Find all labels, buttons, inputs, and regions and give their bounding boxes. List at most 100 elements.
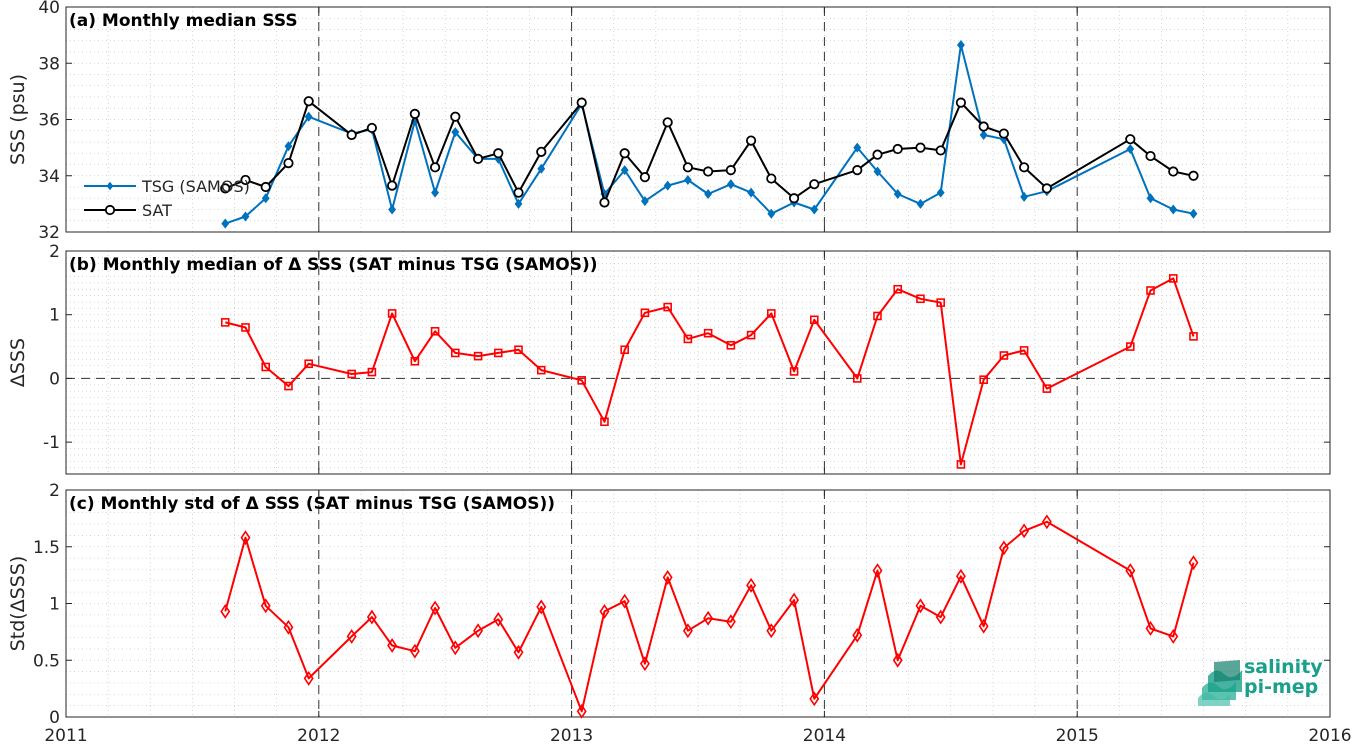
series-line-0 [225, 277, 1195, 466]
data-point-diamond [852, 627, 863, 643]
data-point-square [936, 298, 945, 307]
data-point-diamond [873, 166, 882, 177]
y-tick-label: 32 [38, 223, 60, 243]
data-point-circle [599, 197, 610, 208]
y-tick-label: 38 [38, 54, 60, 74]
data-point-circle [576, 97, 587, 108]
data-point-circle [725, 165, 736, 176]
data-point-circle [809, 179, 820, 190]
data-point-square [261, 362, 271, 372]
data-point-square [284, 381, 293, 391]
data-point-circle [283, 157, 294, 169]
data-point-diamond [703, 610, 714, 626]
data-point-diamond [430, 600, 441, 616]
x-tick-label: 2014 [803, 726, 846, 745]
data-point-square [451, 348, 460, 358]
data-point-diamond [513, 644, 524, 660]
y-tick-label: 1.5 [33, 538, 60, 558]
data-point-diamond [1169, 204, 1178, 215]
data-point-diamond [409, 643, 420, 659]
data-point-diamond [978, 618, 989, 634]
data-point-diamond [537, 163, 546, 174]
data-point-diamond [473, 623, 484, 639]
data-point-circle [766, 173, 777, 184]
data-point-diamond [892, 652, 903, 668]
data-point-square [873, 311, 882, 321]
data-point-diamond [956, 39, 965, 50]
data-point-circle [619, 148, 630, 159]
data-point-circle [1125, 134, 1136, 145]
logo-line1: salinity [1244, 656, 1323, 678]
data-point-circle [366, 122, 377, 134]
data-point-diamond [260, 598, 271, 614]
data-point-square [577, 376, 587, 385]
y-tick-label: 0.5 [33, 651, 60, 671]
data-point-diamond [809, 691, 820, 707]
data-point-circle [852, 165, 863, 176]
data-point-square [979, 375, 988, 385]
data-point-square [1125, 342, 1135, 351]
legend-marker [104, 204, 116, 216]
data-point-diamond [726, 179, 735, 190]
data-point-circle [429, 162, 441, 173]
data-point-square [663, 302, 672, 312]
data-point-square [514, 345, 523, 355]
data-point-circle [220, 183, 231, 194]
y-tick-label: 40 [38, 0, 60, 18]
data-point-square [640, 308, 650, 318]
data-point-diamond [366, 609, 377, 625]
data-point-circle [703, 166, 714, 177]
data-point-diamond [1041, 514, 1052, 530]
data-point-diamond [979, 129, 988, 140]
y-axis-label: Std(ΔSSS) [7, 556, 29, 652]
y-tick-label: -1 [43, 433, 60, 453]
y-tick-label: 1 [49, 595, 60, 615]
data-point-square [620, 345, 629, 355]
data-point-diamond [915, 598, 926, 614]
data-point-diamond [893, 189, 902, 200]
y-tick-label: 0 [49, 708, 60, 728]
data-point-diamond [1168, 628, 1179, 644]
panel-b-monthly-median-delta-sss: -1 0 1 2 ΔSSS (b) Monthly median of Δ SSS (SA… [7, 242, 1331, 475]
data-point-diamond [619, 593, 630, 609]
data-point-diamond [536, 599, 547, 615]
data-point-diamond [746, 577, 757, 593]
data-point-square [683, 334, 693, 344]
data-point-diamond [1125, 563, 1136, 579]
data-point-square [304, 359, 313, 369]
y-tick-label: 2 [49, 481, 60, 501]
x-tick-label: 2011 [44, 726, 87, 745]
plot-area [66, 251, 1330, 474]
data-point-circle [1019, 162, 1030, 173]
data-point-circle [935, 145, 946, 156]
data-point-diamond [747, 187, 756, 198]
data-point-diamond [916, 198, 925, 209]
x-tick-label: 2015 [1056, 726, 1099, 745]
data-point-square [347, 369, 356, 379]
data-point-diamond [766, 623, 777, 639]
data-point-circle [682, 162, 693, 173]
data-point-diamond [451, 127, 460, 138]
data-point-diamond [640, 196, 649, 207]
data-point-diamond [431, 187, 440, 198]
y-tick-label: 34 [38, 167, 60, 187]
data-point-square [726, 340, 736, 350]
legend-marker [106, 181, 114, 191]
data-point-diamond [639, 656, 650, 672]
legend-label: TSG (SAMOS) [141, 177, 250, 196]
data-point-diamond [853, 142, 862, 153]
data-point-diamond [662, 569, 673, 585]
data-point-diamond [1019, 523, 1030, 539]
data-point-diamond [767, 208, 776, 219]
data-point-diamond [1189, 208, 1198, 219]
series-line-0 [224, 520, 1195, 713]
data-point-circle [1168, 166, 1179, 177]
data-point-circle [303, 96, 314, 107]
data-point-circle [450, 111, 461, 122]
wave-logo-icon [1198, 660, 1242, 706]
y-tick-label: 1 [49, 306, 60, 326]
salinity-pi-mep-logo [1196, 658, 1326, 708]
data-point-circle [1145, 150, 1156, 162]
data-point-square [789, 367, 799, 376]
data-point-diamond [955, 568, 966, 584]
